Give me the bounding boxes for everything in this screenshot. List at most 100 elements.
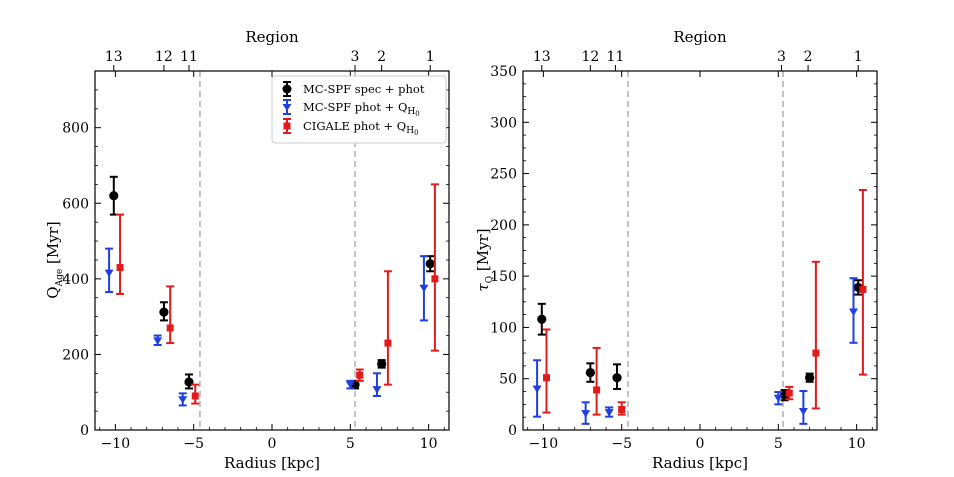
left-series-0-point-2 (184, 373, 194, 390)
right-ytick-label-3: 150 (490, 269, 517, 285)
left-series-0-point-4 (377, 359, 387, 369)
legend-cigale-phot-label: CIGALE phot + QH0 (303, 119, 419, 137)
legend: MC-SPF spec + phot MC-SPF phot + QH0 CIG… (271, 75, 447, 144)
left-series-0-point-0 (109, 175, 119, 216)
right-y-label-sub: Q (485, 276, 495, 283)
right-series-1-point-4 (798, 390, 808, 425)
left-series-2-point-1 (166, 285, 175, 345)
right-x-axis-label: Radius [kpc] (652, 454, 748, 472)
right-marker-square (542, 374, 550, 382)
legend-circle-marker (282, 84, 292, 94)
left-region-label-2: 11 (180, 49, 198, 65)
left-marker-square (166, 324, 174, 332)
left-region-label-0: 13 (105, 49, 123, 65)
legend-entry-mcspf-phot: MC-SPF phot + QH0 (282, 99, 420, 118)
left-marker-triangle (372, 386, 382, 394)
left-region-title: Region (245, 28, 299, 46)
left-region-label-1: 12 (155, 49, 173, 65)
right-ytick-label-6: 300 (490, 115, 517, 131)
left-series-1-point-5 (419, 255, 429, 322)
left-marker-circle (425, 259, 435, 269)
right-series-1-point-2 (604, 406, 614, 418)
left-xtick-label-0: −10 (101, 436, 131, 452)
left-ytick-label-3: 600 (62, 196, 89, 212)
right-marker-circle (537, 314, 547, 324)
right-series-1-point-5 (849, 277, 859, 344)
right-xtick-label-2: 0 (696, 436, 705, 452)
left-xtick-label-3: 5 (346, 436, 355, 452)
left-series-2-point-2 (191, 383, 200, 405)
right-xtick-label-0: −10 (529, 436, 559, 452)
right-series-0-point-0 (537, 302, 547, 336)
right-series-1-point-3 (773, 391, 783, 406)
left-xtick-label-2: 0 (268, 436, 277, 452)
right-series-2-point-3 (785, 385, 794, 401)
left-marker-circle (377, 359, 387, 369)
left-region-label-3: 3 (351, 49, 360, 65)
right-region-label-1: 12 (581, 49, 599, 65)
legend-cigale-zero-sub: 0 (414, 129, 418, 137)
left-series-0-point-5 (425, 255, 435, 273)
left-y-label-main: Q (44, 286, 62, 298)
left-region-label-5: 1 (426, 49, 435, 65)
right-marker-circle (585, 367, 595, 378)
right-region-label-4: 2 (804, 49, 813, 65)
right-series-0-point-1 (585, 362, 595, 383)
right-marker-triangle (604, 409, 614, 417)
left-marker-circle (109, 191, 119, 201)
right-ytick-label-4: 200 (490, 218, 517, 234)
left-ytick-label-4: 800 (62, 121, 89, 137)
legend-square-marker (283, 122, 291, 130)
left-y-axis-label: QAge [Myr] (44, 221, 65, 298)
right-series-0-point-2 (612, 363, 622, 390)
right-marker-square (785, 389, 793, 397)
left-region-label-4: 2 (377, 49, 386, 65)
left-marker-square (116, 264, 124, 272)
left-marker-triangle (178, 396, 188, 404)
right-region-title: Region (673, 28, 727, 46)
right-region-label-2: 11 (607, 49, 625, 65)
right-marker-triangle (798, 408, 808, 416)
right-series-2-point-0 (542, 328, 551, 414)
left-y-label-sub: Age (55, 269, 65, 288)
left-marker-triangle (153, 337, 163, 345)
left-x-axis-label: Radius [kpc] (224, 454, 320, 472)
left-series-1-point-0 (104, 247, 114, 294)
legend-entry-spec: MC-SPF spec + phot (282, 81, 425, 97)
right-series-2-point-1 (592, 346, 601, 416)
right-ytick-label-2: 100 (490, 320, 517, 336)
right-series-2-point-5 (858, 188, 867, 376)
legend-mcspf-phot-label: MC-SPF phot + QH0 (303, 100, 420, 118)
legend-spec-label: MC-SPF spec + phot (303, 82, 425, 96)
left-marker-circle (159, 307, 169, 317)
right-marker-triangle (773, 394, 783, 403)
legend-triangle-marker (282, 104, 292, 111)
left-marker-square (191, 392, 199, 400)
left-ytick-label-2: 400 (62, 272, 89, 288)
left-series-2-point-3 (355, 368, 364, 382)
left-series-1-point-4 (372, 372, 382, 397)
left-series-2-point-4 (383, 270, 392, 386)
legend-cigale-h-sub: H (406, 126, 414, 136)
right-series-1-point-1 (581, 401, 591, 425)
left-series-1-point-3 (345, 379, 355, 390)
legend-mcspf-zero-sub: 0 (415, 110, 419, 118)
right-region-label-5: 1 (854, 49, 863, 65)
right-y-axis-label: τQ [Myr] (474, 228, 495, 291)
right-marker-triangle (532, 385, 542, 393)
left-marker-square (431, 275, 439, 283)
right-ytick-label-5: 250 (490, 167, 517, 183)
left-series-2-point-5 (430, 183, 439, 352)
legend-cigale-phot-main: CIGALE phot + Q (303, 119, 406, 133)
right-marker-circle (612, 373, 622, 383)
right-ytick-label-1: 50 (499, 372, 517, 388)
left-xtick-label-4: 10 (420, 436, 438, 452)
legend-mcspf-phot-main: MC-SPF phot + Q (303, 100, 407, 114)
right-y-label-unit: [Myr] (474, 228, 492, 275)
left-marker-square (356, 371, 364, 379)
right-ytick-label-7: 350 (490, 64, 517, 80)
left-series-0-point-1 (159, 301, 169, 322)
right-xtick-label-4: 10 (848, 436, 866, 452)
